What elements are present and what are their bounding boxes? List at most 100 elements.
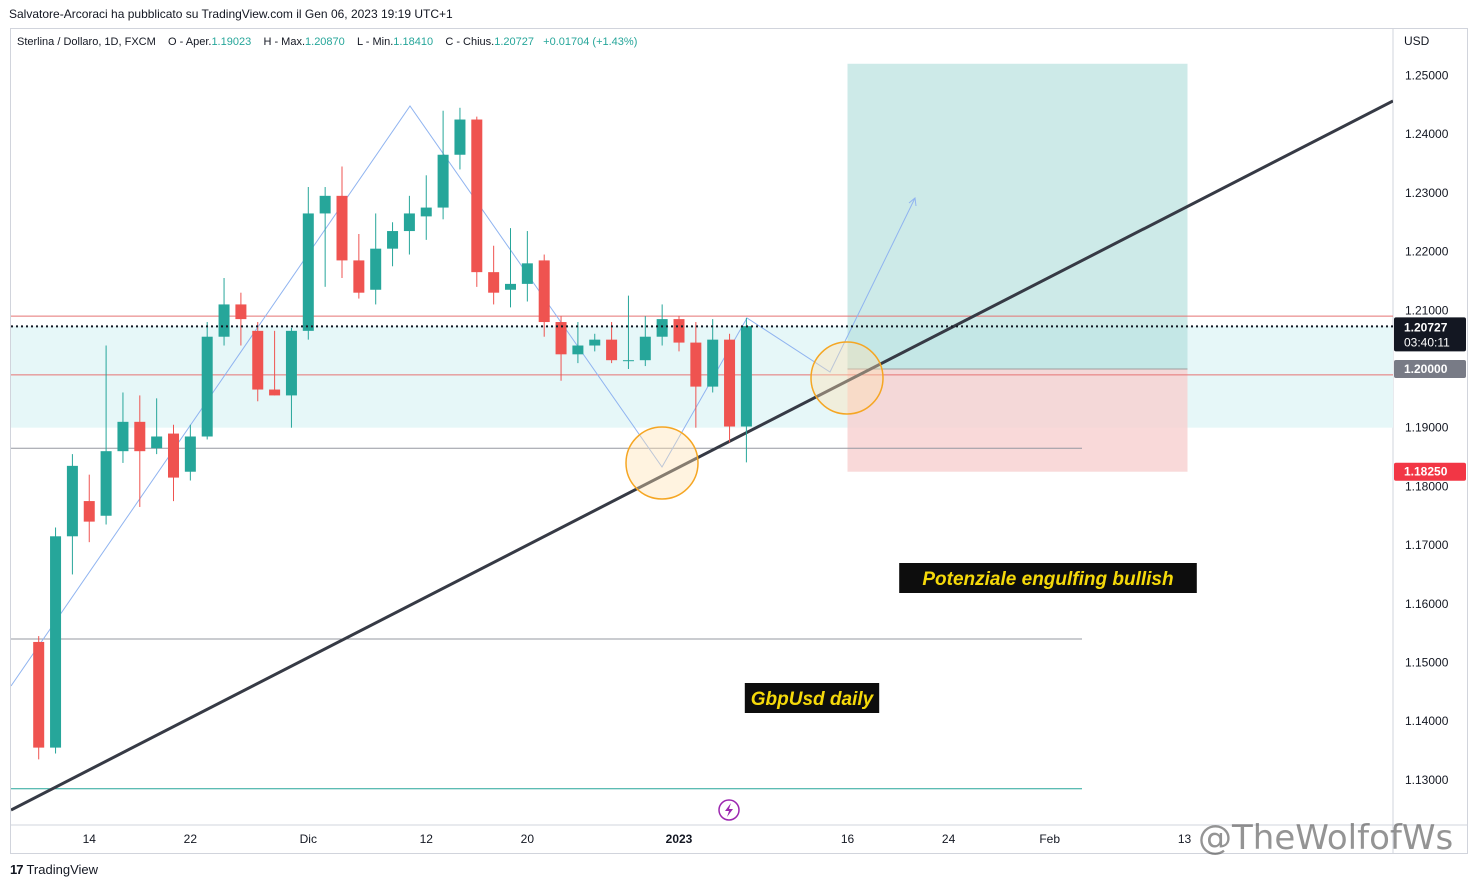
candle-body xyxy=(100,451,112,516)
x-tick-label: 22 xyxy=(184,832,198,846)
candle xyxy=(589,333,601,352)
y-tick-label: 1.22000 xyxy=(1405,245,1449,259)
candle-body xyxy=(218,304,230,337)
candle-body xyxy=(589,339,601,346)
candle-body xyxy=(151,436,163,449)
candle-body xyxy=(66,465,78,537)
stop-price-badge-bg xyxy=(1394,462,1466,481)
entry-price-badge: 1.20000 xyxy=(1404,362,1448,376)
x-tick-label: 13 xyxy=(1178,832,1192,846)
current-price-badge-bg xyxy=(1394,317,1466,352)
candle-body xyxy=(572,345,584,355)
candle xyxy=(235,292,247,346)
candle xyxy=(168,424,179,502)
x-tick-label: 20 xyxy=(521,832,535,846)
daily-annotation-bg xyxy=(744,683,880,713)
candle xyxy=(656,304,668,346)
candle-body xyxy=(724,339,736,427)
candle xyxy=(538,254,550,337)
candle-body xyxy=(673,319,685,343)
candle xyxy=(606,322,618,364)
candle-body xyxy=(471,119,483,273)
candle xyxy=(83,474,95,543)
close-label: C - Chius. xyxy=(445,36,495,48)
candle xyxy=(117,392,129,463)
candle-body xyxy=(656,319,668,337)
candle xyxy=(134,395,146,507)
candle-body xyxy=(403,213,415,232)
x-tick-label: 16 xyxy=(841,832,855,846)
candle-body xyxy=(521,263,533,284)
x-tick-label: 24 xyxy=(942,832,956,846)
countdown-badge: 03:40:11 xyxy=(1404,335,1450,349)
y-tick-label: 1.13000 xyxy=(1405,773,1449,787)
profit-zone xyxy=(847,63,1188,369)
change-value: +0.01704 (+1.43%) xyxy=(543,36,638,48)
candle xyxy=(622,295,634,369)
lightning-icon xyxy=(725,803,733,817)
candle xyxy=(690,322,702,428)
candle xyxy=(454,107,466,170)
loss-zone xyxy=(847,369,1188,472)
candle xyxy=(285,327,297,428)
stop-price-badge: 1.18250 xyxy=(1404,465,1448,479)
y-tick-label: 1.19000 xyxy=(1405,421,1449,435)
candle xyxy=(269,330,281,396)
candle xyxy=(488,245,500,305)
y-tick-label: 1.16000 xyxy=(1405,597,1449,611)
watermark: @TheWolfofWs xyxy=(1198,818,1454,858)
x-tick-label: Feb xyxy=(1039,832,1060,846)
candle xyxy=(302,187,314,340)
current-price-badge: 1.20727 xyxy=(1404,320,1448,334)
x-tick-label: Dic xyxy=(300,832,317,846)
candle-body xyxy=(505,283,516,290)
candle xyxy=(319,187,331,287)
candle-body xyxy=(454,119,466,155)
candle-body xyxy=(184,436,196,472)
publish-info: Salvatore-Arcoraci ha pubblicato su Trad… xyxy=(9,7,453,21)
candle xyxy=(724,333,736,443)
candle xyxy=(471,116,483,287)
candle-body xyxy=(370,248,382,290)
entry-price-badge-bg xyxy=(1394,360,1466,378)
candle-body xyxy=(336,195,348,261)
candle-body xyxy=(201,336,213,437)
candle-body xyxy=(117,421,129,452)
candle-body xyxy=(269,389,281,396)
currency-label: USD xyxy=(1404,34,1430,48)
candle xyxy=(353,233,365,299)
x-tick-label: 14 xyxy=(83,832,97,846)
candle-body xyxy=(50,536,62,748)
candle-body xyxy=(83,501,95,522)
candle xyxy=(403,195,415,255)
candle xyxy=(151,398,163,455)
high-value: 1.20870 xyxy=(305,36,345,48)
y-tick-label: 1.25000 xyxy=(1405,69,1449,83)
candle-body xyxy=(387,231,399,249)
low-label: L - Min. xyxy=(357,36,394,48)
candle-body xyxy=(488,272,500,293)
close-value: 1.20727 xyxy=(494,36,534,48)
candle xyxy=(50,527,62,754)
candle xyxy=(218,278,230,346)
candle-body xyxy=(639,336,651,361)
symbol-name: Sterlina / Dollaro, 1D, FXCM xyxy=(17,36,156,48)
candle-body xyxy=(538,260,550,323)
highlight-circle xyxy=(810,341,884,415)
y-tick-label: 1.24000 xyxy=(1405,127,1449,141)
engulfing-annotation-bg xyxy=(899,563,1197,593)
y-tick-label: 1.18000 xyxy=(1405,479,1449,493)
candle-body xyxy=(622,360,634,362)
candle xyxy=(639,316,651,367)
candle-body xyxy=(168,433,179,478)
candle-body xyxy=(690,342,702,387)
arrow-head-icon xyxy=(908,197,917,207)
symbol-legend: Sterlina / Dollaro, 1D, FXCM O - Aper.1.… xyxy=(17,34,637,50)
candle-body xyxy=(319,195,331,214)
candle xyxy=(572,322,584,364)
candle xyxy=(505,228,516,308)
y-tick-label: 1.17000 xyxy=(1405,538,1449,552)
candle xyxy=(33,636,45,760)
footer: 17 TradingView xyxy=(10,862,98,877)
